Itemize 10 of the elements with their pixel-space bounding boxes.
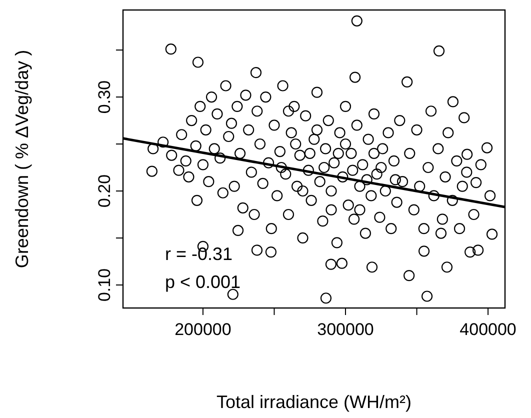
- y-tick-label: 0.10: [95, 268, 114, 302]
- x-tick-label: 400000: [460, 320, 516, 339]
- x-axis-title: Total irradiance (WH/m²): [216, 392, 412, 412]
- annotation: p < 0.001: [165, 272, 241, 292]
- y-tick-label: 0.30: [95, 80, 114, 114]
- y-tick-label: 0.20: [95, 174, 114, 208]
- y-axis-title: Greendown ( % ΔVeg/day ): [12, 50, 32, 268]
- x-tick-label: 300000: [317, 320, 374, 339]
- annotation: r = -0.31: [165, 244, 233, 264]
- x-tick-label: 200000: [174, 320, 232, 339]
